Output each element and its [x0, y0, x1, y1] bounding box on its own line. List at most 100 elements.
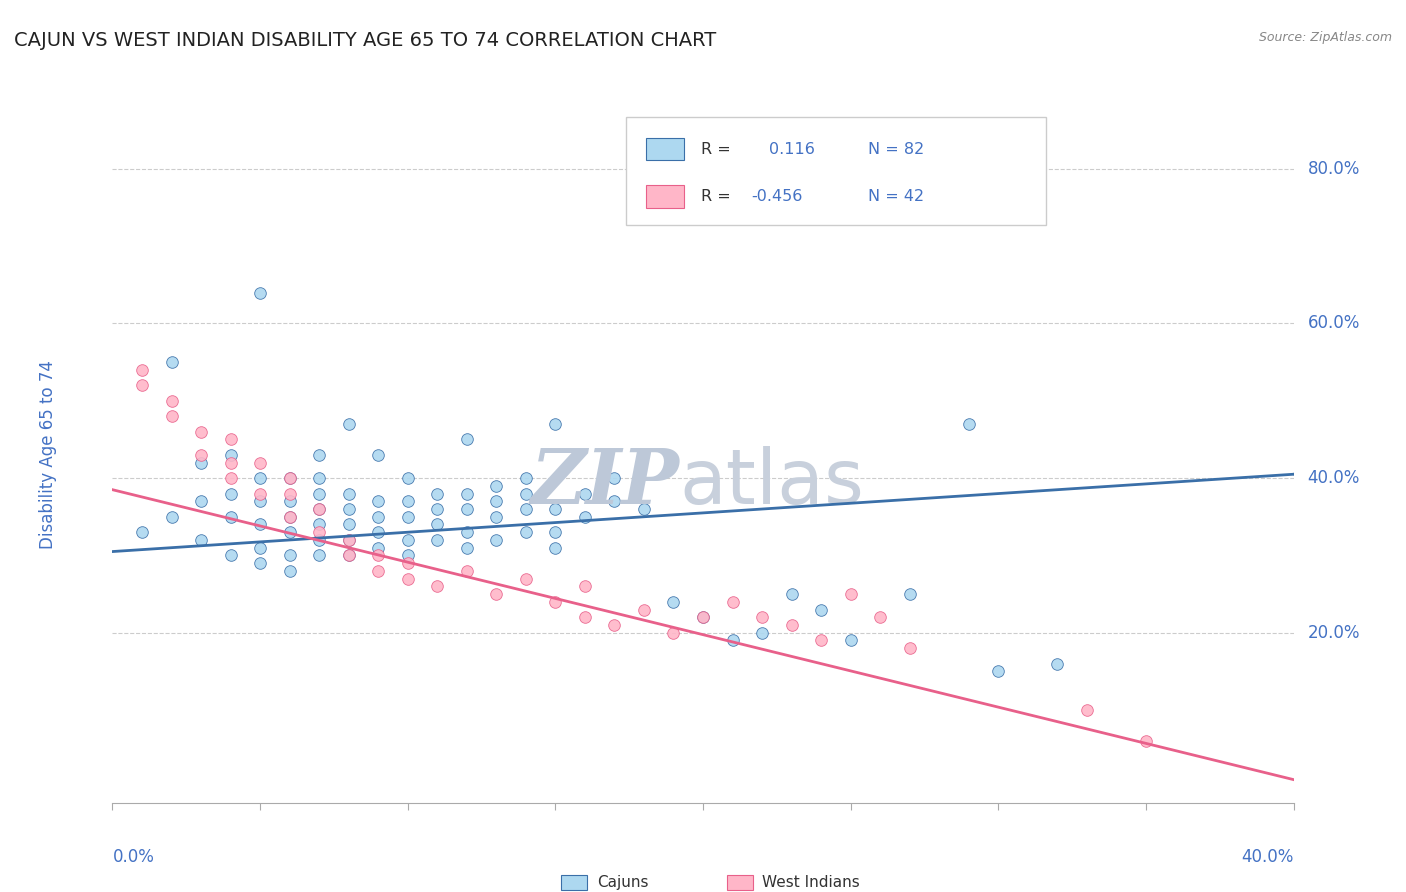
Point	[190, 533, 212, 547]
Point	[278, 525, 301, 540]
Point	[219, 448, 242, 462]
Point	[574, 610, 596, 624]
Point	[485, 587, 508, 601]
Point	[544, 595, 567, 609]
Bar	[647, 186, 685, 208]
Point	[810, 633, 832, 648]
Point	[160, 355, 183, 369]
Text: Source: ZipAtlas.com: Source: ZipAtlas.com	[1258, 31, 1392, 45]
Point	[839, 587, 862, 601]
Point	[367, 525, 389, 540]
Point	[249, 285, 271, 300]
Point	[131, 525, 153, 540]
Point	[219, 549, 242, 563]
Point	[278, 564, 301, 578]
Point	[1076, 703, 1098, 717]
Point	[810, 602, 832, 616]
Point	[337, 549, 360, 563]
Point	[367, 549, 389, 563]
Point	[131, 378, 153, 392]
Point	[692, 610, 714, 624]
Text: 60.0%: 60.0%	[1308, 315, 1360, 333]
Point	[219, 486, 242, 500]
Point	[308, 448, 330, 462]
Point	[603, 494, 626, 508]
Point	[544, 525, 567, 540]
Point	[278, 509, 301, 524]
Point	[396, 494, 419, 508]
Point	[190, 448, 212, 462]
Point	[278, 549, 301, 563]
Point	[1135, 734, 1157, 748]
Point	[515, 471, 537, 485]
Point	[337, 533, 360, 547]
Text: Disability Age 65 to 74: Disability Age 65 to 74	[38, 360, 56, 549]
Point	[485, 509, 508, 524]
Point	[485, 479, 508, 493]
Point	[662, 625, 685, 640]
Point	[278, 486, 301, 500]
Point	[898, 587, 921, 601]
Point	[456, 486, 478, 500]
Point	[574, 579, 596, 593]
Point	[190, 494, 212, 508]
Point	[780, 587, 803, 601]
Point	[751, 625, 773, 640]
Point	[485, 533, 508, 547]
Point	[869, 610, 891, 624]
Text: Cajuns: Cajuns	[596, 875, 648, 890]
Point	[396, 509, 419, 524]
Point	[485, 494, 508, 508]
Point	[396, 556, 419, 570]
Point	[249, 456, 271, 470]
Text: atlas: atlas	[679, 446, 865, 520]
Point	[278, 509, 301, 524]
FancyBboxPatch shape	[626, 118, 1046, 226]
Point	[603, 618, 626, 632]
Point	[219, 471, 242, 485]
Point	[190, 456, 212, 470]
Text: 40.0%: 40.0%	[1308, 469, 1360, 487]
Point	[337, 533, 360, 547]
Text: N = 42: N = 42	[869, 189, 925, 204]
Point	[308, 533, 330, 547]
Point	[308, 471, 330, 485]
Point	[337, 502, 360, 516]
Point	[574, 509, 596, 524]
Text: 20.0%: 20.0%	[1308, 624, 1360, 641]
Point	[515, 572, 537, 586]
Bar	[647, 138, 685, 161]
Point	[662, 595, 685, 609]
Point	[515, 525, 537, 540]
Text: ZIP: ZIP	[530, 446, 679, 520]
Point	[219, 509, 242, 524]
Point	[456, 433, 478, 447]
Point	[426, 533, 449, 547]
Text: N = 82: N = 82	[869, 142, 925, 157]
Point	[456, 541, 478, 555]
Point	[219, 433, 242, 447]
Point	[426, 517, 449, 532]
Point	[249, 471, 271, 485]
Point	[249, 556, 271, 570]
Point	[396, 572, 419, 586]
Bar	[561, 875, 588, 890]
Point	[308, 502, 330, 516]
Point	[308, 517, 330, 532]
Point	[515, 486, 537, 500]
Text: CAJUN VS WEST INDIAN DISABILITY AGE 65 TO 74 CORRELATION CHART: CAJUN VS WEST INDIAN DISABILITY AGE 65 T…	[14, 31, 716, 50]
Point	[131, 363, 153, 377]
Bar	[727, 875, 752, 890]
Text: 40.0%: 40.0%	[1241, 848, 1294, 866]
Point	[751, 610, 773, 624]
Point	[456, 525, 478, 540]
Point	[367, 564, 389, 578]
Point	[308, 525, 330, 540]
Point	[603, 471, 626, 485]
Point	[249, 541, 271, 555]
Point	[337, 517, 360, 532]
Point	[337, 549, 360, 563]
Point	[396, 471, 419, 485]
Text: R =: R =	[700, 142, 730, 157]
Point	[249, 486, 271, 500]
